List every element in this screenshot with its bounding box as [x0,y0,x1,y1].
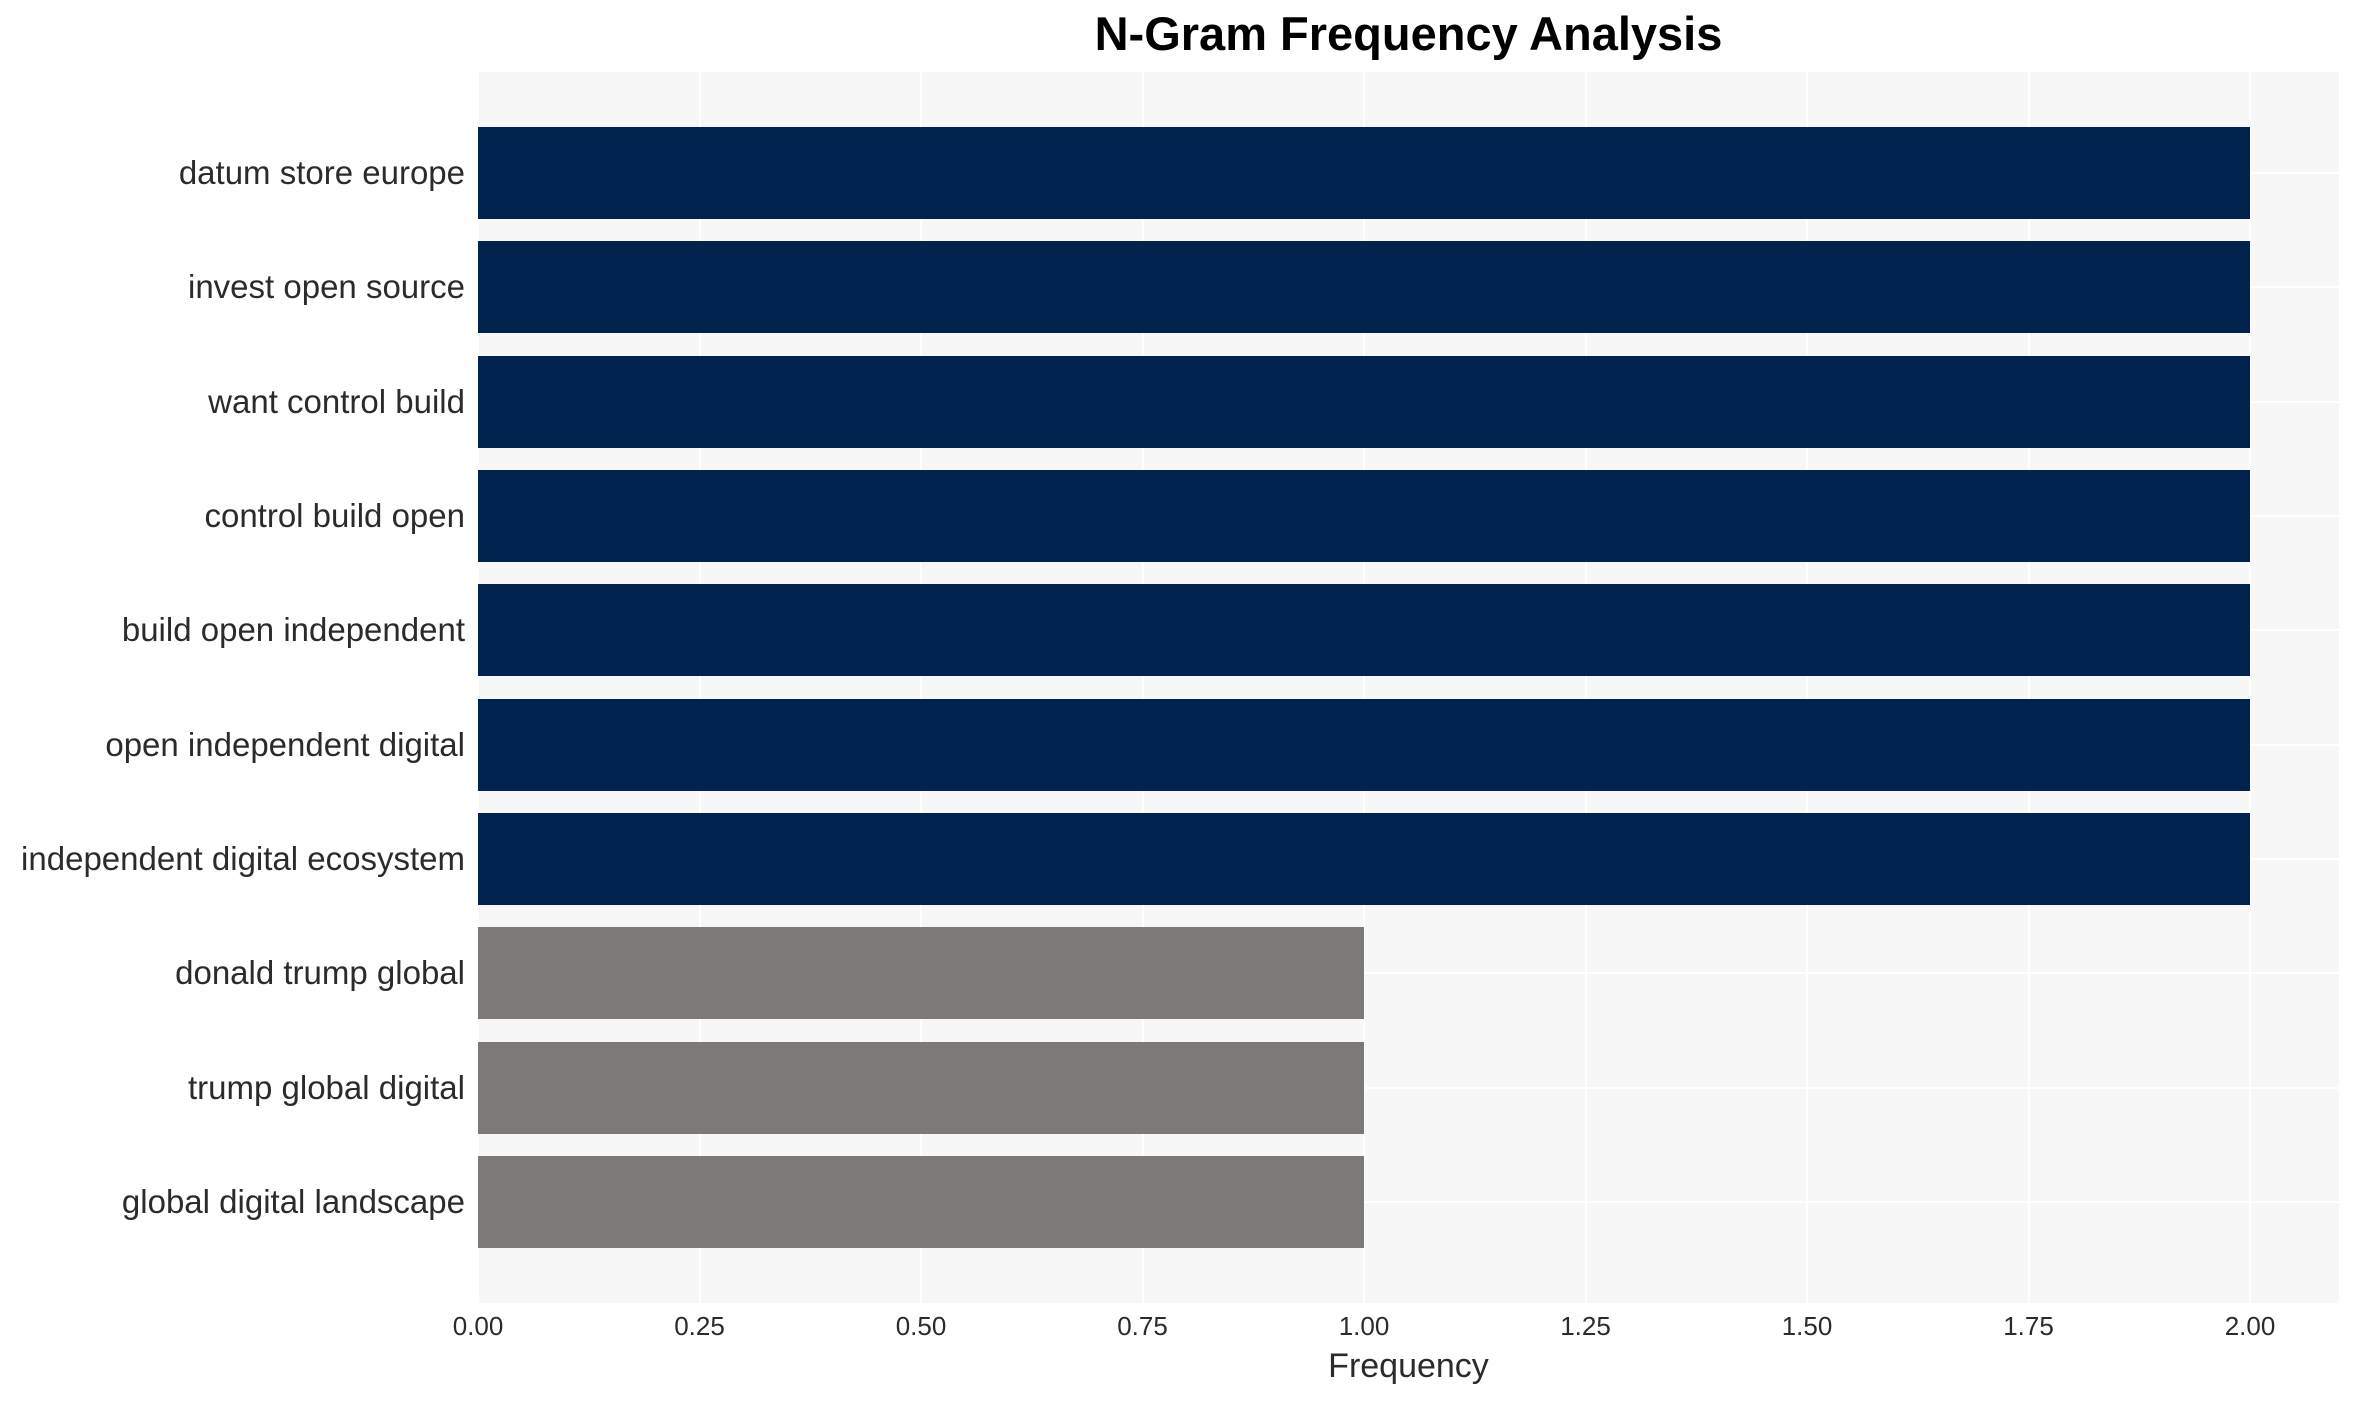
gridline-x-0.50 [920,72,922,1303]
x-tick-1.25: 1.25 [1560,1311,1611,1341]
y-label-donald-trump-global: donald trump global [175,954,465,992]
x-tick-0.75: 0.75 [1117,1311,1168,1341]
y-label-independent-digital-ecosystem: independent digital ecosystem [21,839,465,877]
gridline-x-1.75 [2027,72,2030,1303]
y-label-global-digital-landscape: global digital landscape [121,1182,465,1220]
x-tick-1.00: 1.00 [1338,1311,1390,1341]
y-label-open-independent-digital: open independent digital [105,725,465,763]
bar-invest-open-source [478,241,2250,334]
y-label-datum-store-europe: datum store europe [178,154,465,191]
y-label-trump-global-digital: trump global digital [188,1068,465,1106]
y-label-invest-open-source: invest open source [187,268,465,306]
gridline-x-1.25 [1584,72,1587,1303]
gridline-y-9 [478,1200,2339,1203]
gridline-x-0.25 [698,72,701,1303]
x-axis-title: Frequency [1328,1347,1489,1385]
y-label-control-build-open: control build open [204,496,465,534]
bar-open-independent-digital [478,698,2250,791]
gridline-x-1.50 [1806,72,1808,1303]
y-label-build-open-independent: build open independent [121,611,465,649]
gridline-x-0.75 [1141,72,1144,1303]
bar-datum-store-europe [478,127,2250,219]
gridline-x-1.00 [1363,72,1365,1303]
bar-build-open-independent [478,584,2250,677]
bar-want-control-build [478,355,2250,448]
gridline-y-8 [478,1086,2339,1089]
gridline-x-2.00 [2249,72,2251,1303]
bar-independent-digital-ecosystem [478,812,2250,905]
x-tick-0.00: 0.00 [452,1311,504,1341]
x-tick-1.75: 1.75 [2003,1311,2054,1341]
bar-donald-trump-global [478,927,1364,1020]
chart-title: N-Gram Frequency Analysis [1094,7,1723,60]
x-tick-0.25: 0.25 [674,1311,725,1341]
bar-control-build-open [478,469,2250,562]
x-tick-0.50: 0.50 [895,1311,947,1341]
gridline-x-0.00 [477,72,479,1303]
bar-trump-global-digital [478,1041,1364,1134]
x-tick-1.50: 1.50 [1781,1311,1833,1341]
y-label-want-control-build: want control build [208,382,465,420]
gridline-y-7 [478,972,2339,975]
x-tick-2.00: 2.00 [2224,1311,2276,1341]
bar-global-digital-landscape [478,1155,1364,1248]
plot-area [477,72,2339,1303]
